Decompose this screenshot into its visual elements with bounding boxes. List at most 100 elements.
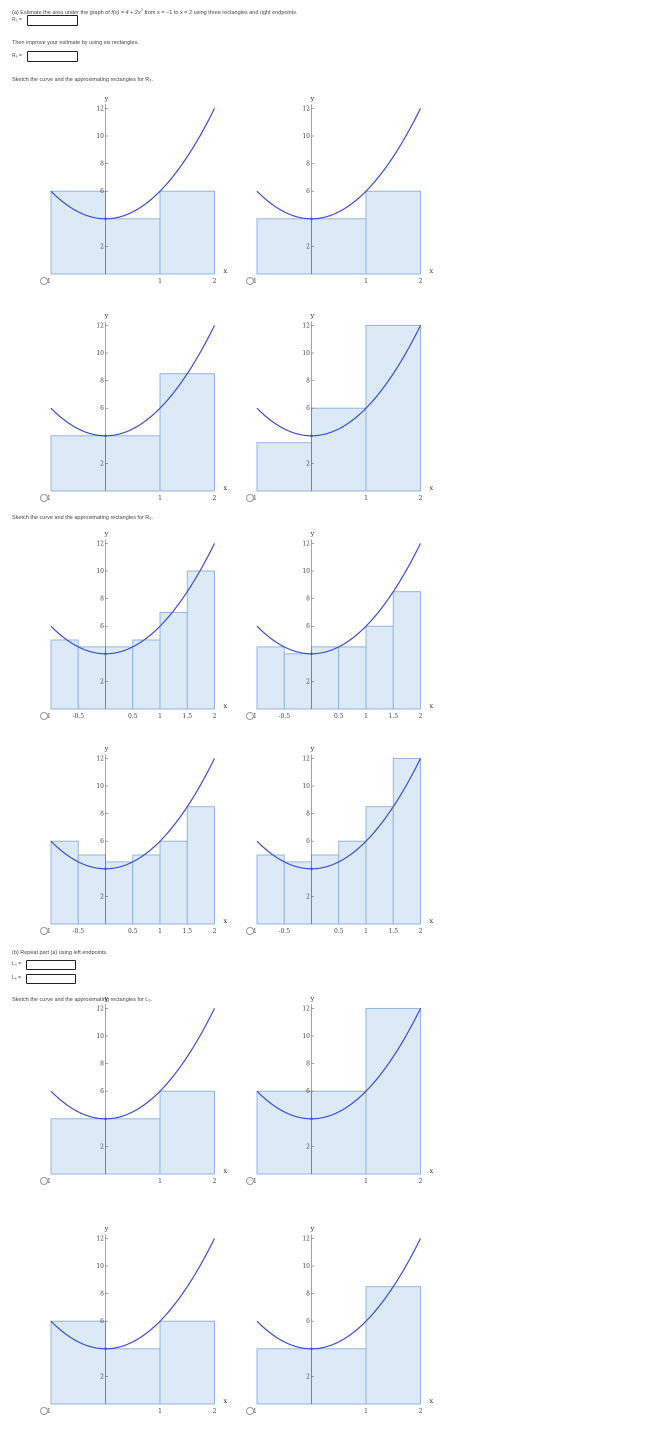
x-tick-label: 2 bbox=[213, 1178, 217, 1185]
approx-rectangle bbox=[256, 218, 312, 275]
x-tick-label: 2 bbox=[419, 713, 423, 720]
approx-rectangle bbox=[50, 435, 106, 492]
function-curve bbox=[50, 325, 216, 437]
improve-text: Then improve your estimate by using six … bbox=[12, 40, 139, 46]
approx-rectangle bbox=[105, 1348, 161, 1405]
approx-rectangle bbox=[50, 1118, 106, 1175]
x-tick-label: 2 bbox=[419, 495, 423, 502]
function-curve bbox=[256, 108, 422, 220]
r6-label: R₆ = bbox=[12, 53, 22, 59]
approx-rectangle bbox=[311, 646, 340, 710]
y-axis-label: y bbox=[310, 529, 315, 537]
x-axis-label: x bbox=[224, 1167, 228, 1175]
approx-rectangle bbox=[283, 653, 312, 710]
x-tick-label: -0.5 bbox=[72, 928, 84, 935]
y-tick-label: 8 bbox=[306, 161, 310, 168]
function-curve bbox=[256, 543, 422, 655]
radio-button[interactable] bbox=[246, 927, 254, 935]
x-tick-label: 1 bbox=[364, 713, 368, 720]
vertex-point bbox=[104, 1347, 107, 1351]
y-tick-label: 12 bbox=[302, 755, 310, 762]
radio-button[interactable] bbox=[246, 1177, 254, 1185]
x-tick-label: 1.5 bbox=[388, 713, 398, 720]
x-axis-label: x bbox=[224, 267, 228, 275]
approx-rectangle bbox=[256, 646, 285, 710]
y-tick-label: 10 bbox=[96, 133, 104, 140]
vertex-point bbox=[310, 1347, 313, 1351]
radio-button[interactable] bbox=[40, 1177, 48, 1185]
y-tick-label: 2 bbox=[306, 243, 310, 250]
vertex-point bbox=[310, 1117, 313, 1121]
y-tick-label: 2 bbox=[306, 1373, 310, 1380]
x-axis-label: x bbox=[430, 267, 434, 275]
y-axis-label: y bbox=[104, 1224, 109, 1232]
radio-button[interactable] bbox=[40, 1407, 48, 1415]
y-tick-label: 8 bbox=[306, 811, 310, 818]
radio-button[interactable] bbox=[40, 927, 48, 935]
y-tick-label: 6 bbox=[100, 1088, 104, 1095]
x-tick-label: 2 bbox=[419, 928, 423, 935]
l3-input[interactable] bbox=[26, 960, 76, 970]
r3-input[interactable] bbox=[27, 15, 78, 26]
y-tick-label: 8 bbox=[306, 1291, 310, 1298]
radio-button[interactable] bbox=[246, 494, 254, 502]
x-tick-label: 1.5 bbox=[182, 928, 192, 935]
l6-input[interactable] bbox=[26, 974, 76, 984]
radio-button[interactable] bbox=[40, 712, 48, 720]
approx-rectangle bbox=[338, 646, 367, 710]
approx-rectangle bbox=[105, 435, 161, 492]
y-tick-label: 12 bbox=[96, 540, 104, 547]
radio-button[interactable] bbox=[246, 1407, 254, 1415]
x-axis-label: x bbox=[224, 702, 228, 710]
y-axis-label: y bbox=[310, 1224, 315, 1232]
y-tick-label: 10 bbox=[96, 1033, 104, 1040]
r6-input[interactable] bbox=[27, 51, 78, 62]
y-tick-label: 10 bbox=[96, 350, 104, 357]
radio-button[interactable] bbox=[40, 494, 48, 502]
question-suffix: from x = −1 to x = 2 using three rectang… bbox=[144, 9, 298, 16]
approx-rectangle bbox=[392, 757, 421, 925]
y-tick-label: 10 bbox=[302, 133, 310, 140]
x-tick-label: 1 bbox=[364, 495, 368, 502]
y-tick-label: 10 bbox=[96, 1263, 104, 1270]
approx-rectangle bbox=[77, 646, 106, 710]
approx-rectangle bbox=[77, 854, 106, 925]
radio-button[interactable] bbox=[246, 277, 254, 285]
y-tick-label: 6 bbox=[306, 838, 310, 845]
y-tick-label: 10 bbox=[302, 350, 310, 357]
approx-rectangle bbox=[311, 1348, 367, 1405]
radio-button[interactable] bbox=[246, 712, 254, 720]
x-tick-label: 1.5 bbox=[388, 928, 398, 935]
sketch-r3-text: Sketch the curve and the approximating r… bbox=[12, 77, 154, 83]
x-tick-label: 1 bbox=[364, 1408, 368, 1415]
y-tick-label: 12 bbox=[96, 322, 104, 329]
y-tick-label: 10 bbox=[302, 1033, 310, 1040]
radio-button[interactable] bbox=[40, 277, 48, 285]
vertex-point bbox=[310, 652, 313, 656]
x-tick-label: 2 bbox=[213, 1408, 217, 1415]
y-tick-label: 2 bbox=[306, 678, 310, 685]
vertex-point bbox=[310, 867, 313, 871]
y-axis-label: y bbox=[104, 994, 109, 1002]
approx-rectangle bbox=[256, 854, 285, 925]
approx-rectangle bbox=[50, 639, 79, 710]
part-b-question: (b) Repeat part (a) using left endpoints… bbox=[12, 950, 108, 956]
x-tick-label: 0.5 bbox=[128, 928, 138, 935]
